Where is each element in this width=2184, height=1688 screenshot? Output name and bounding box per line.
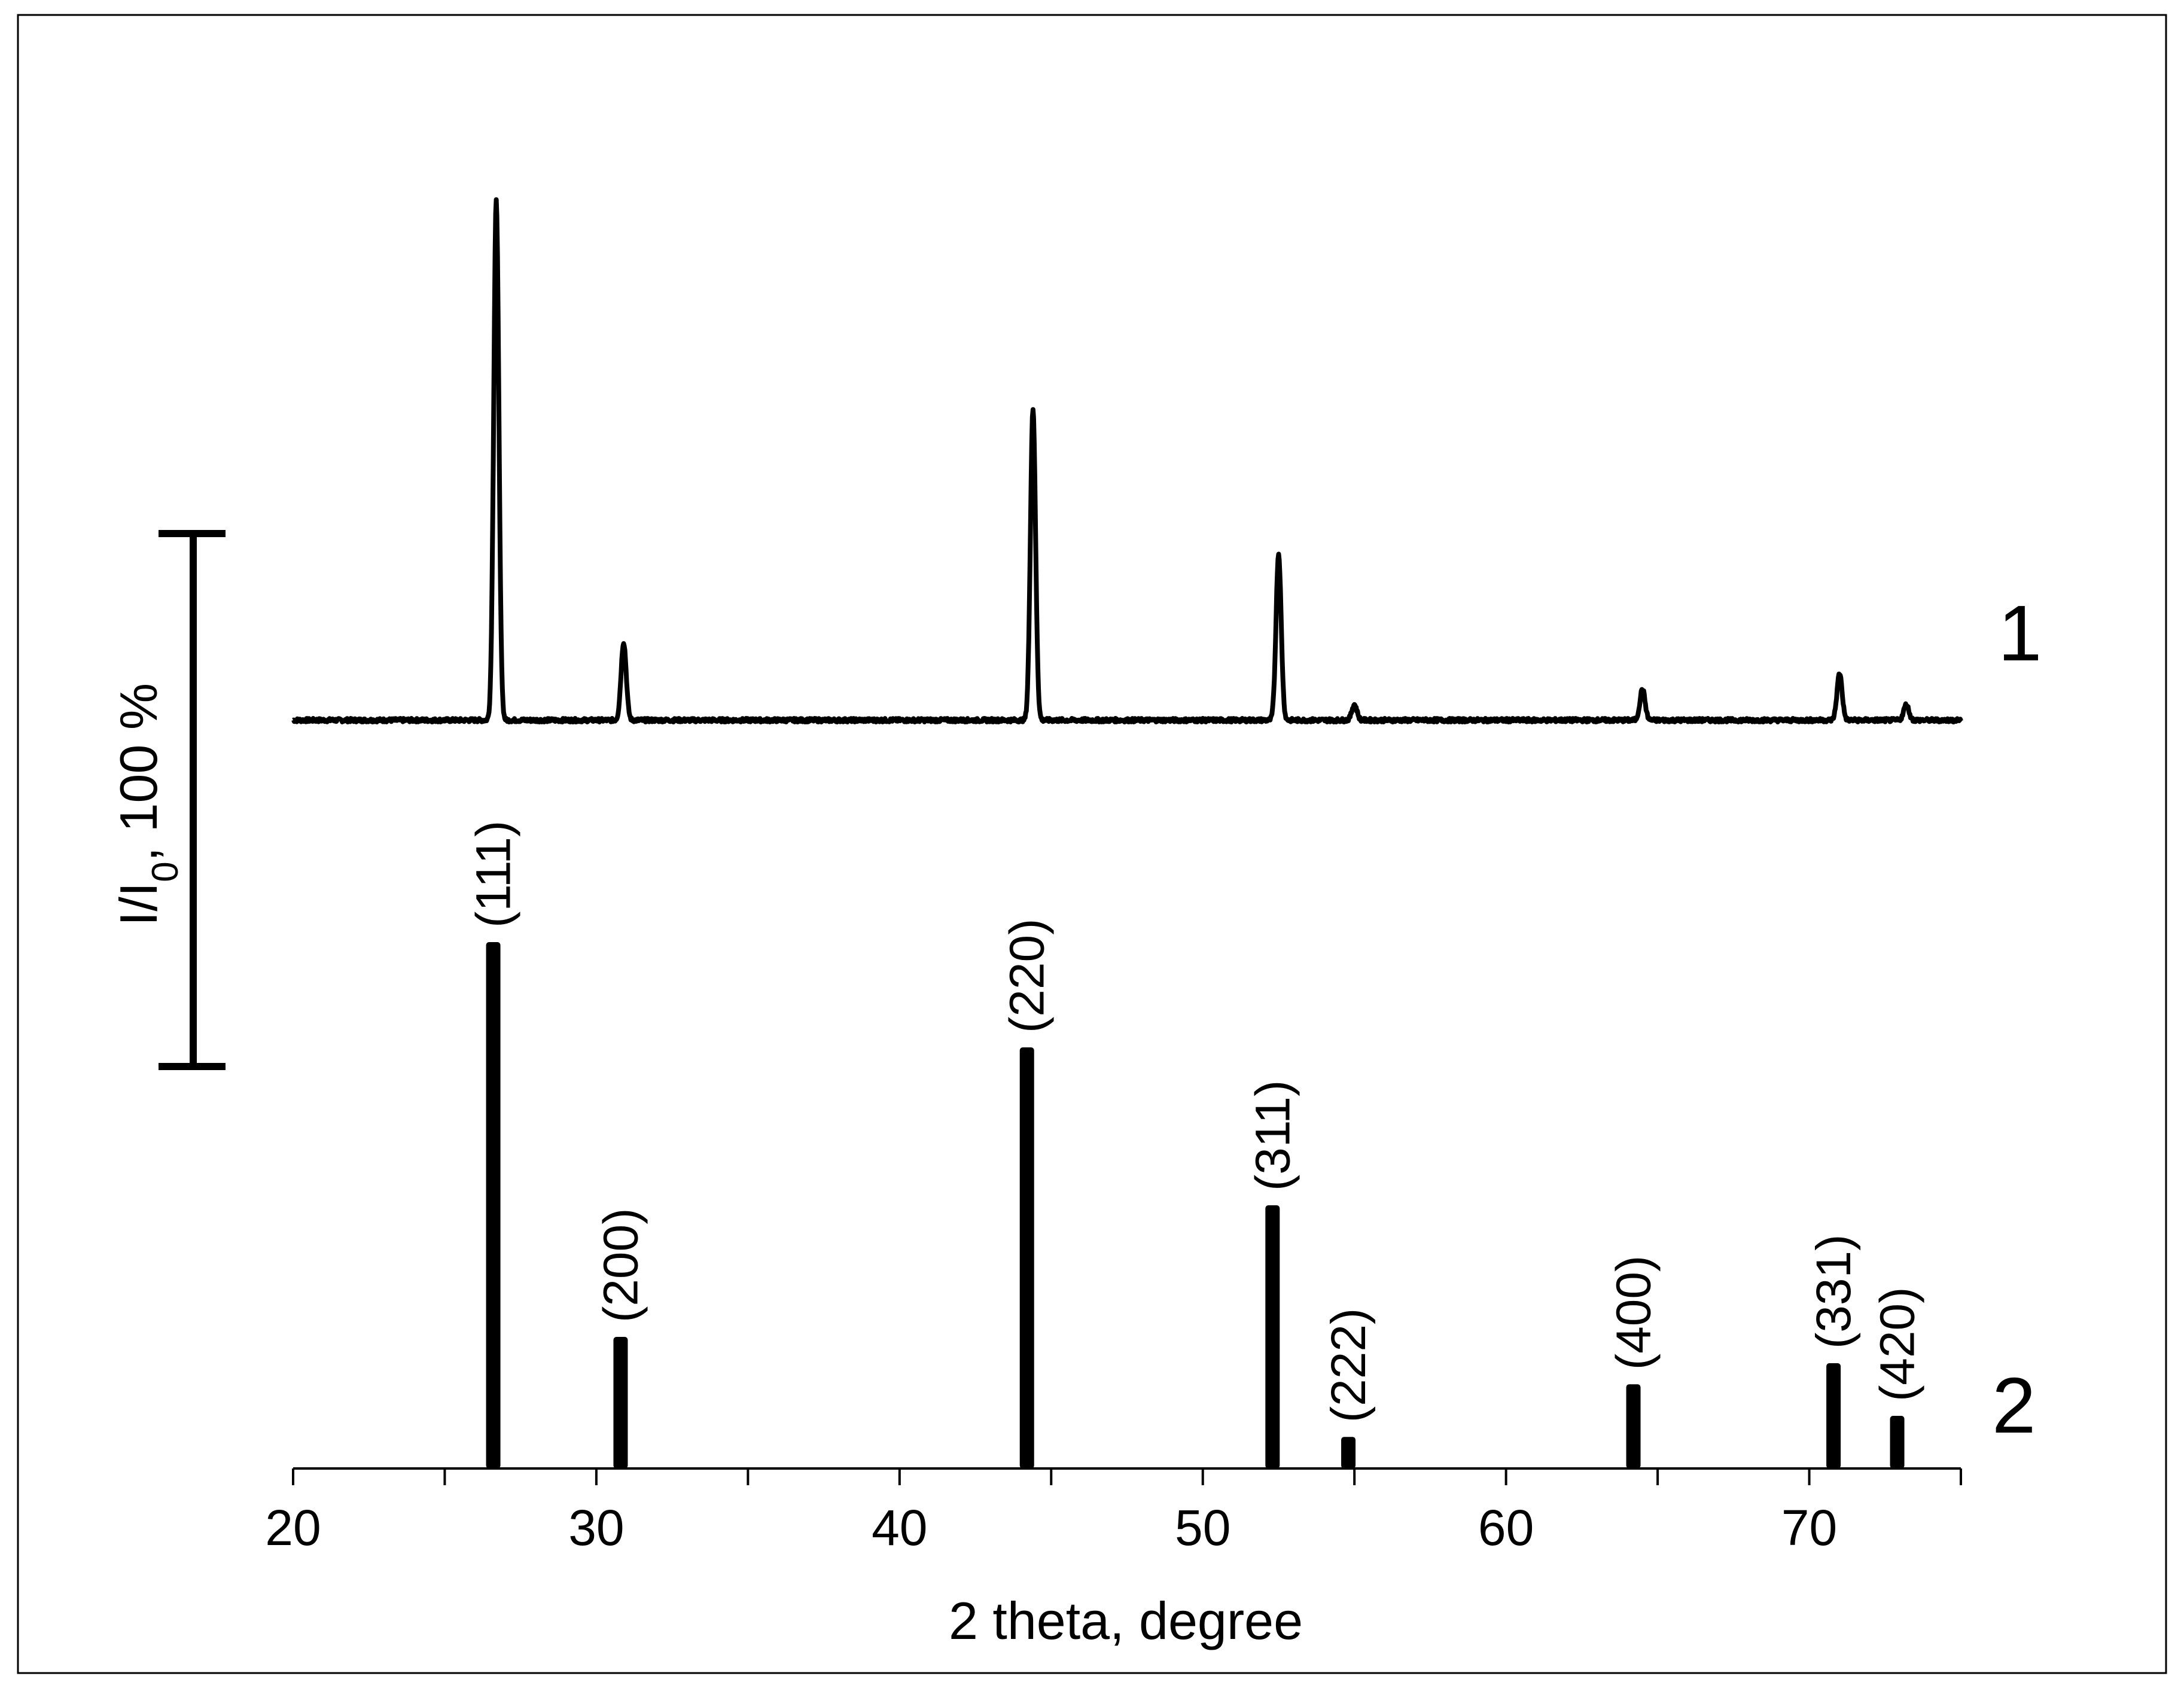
hkl-label: (400) <box>1607 1256 1661 1370</box>
x-tick-label: 30 <box>568 1500 624 1556</box>
hkl-label: (111) <box>467 821 521 928</box>
x-tick-label: 20 <box>265 1500 321 1556</box>
hkl-label: (311) <box>1245 1080 1300 1191</box>
reference-bar <box>1019 1047 1034 1468</box>
x-tick-label: 50 <box>1175 1500 1230 1556</box>
x-tick-label: 40 <box>872 1500 927 1556</box>
pattern-1-line <box>291 197 1963 724</box>
x-axis-label: 2 theta, degree <box>949 1591 1303 1650</box>
pattern-1 <box>291 197 1963 724</box>
reference-bar <box>613 1337 628 1468</box>
x-axis: 20 30 40 50 60 70 <box>265 1467 1962 1556</box>
y-label-suffix: , 100 % <box>109 683 168 861</box>
reference-bar <box>486 942 501 1468</box>
reference-lines-2: (111) (200) (220) (311) (222) (400) (331) (420) <box>467 821 1925 1468</box>
reference-bar <box>1626 1384 1641 1468</box>
y-label-subscript: 0 <box>145 861 186 882</box>
reference-bar <box>1341 1437 1356 1468</box>
hkl-label: (420) <box>1871 1287 1925 1401</box>
curve-label-1: 1 <box>1998 589 2042 677</box>
hkl-label: (222) <box>1321 1308 1376 1422</box>
x-tick-label: 70 <box>1781 1500 1837 1556</box>
hkl-label: (220) <box>1000 919 1055 1033</box>
y-label-main: I/I <box>109 882 168 926</box>
x-tick-label: 60 <box>1478 1500 1534 1556</box>
scale-bar <box>159 530 226 1070</box>
hkl-label: (200) <box>593 1208 648 1323</box>
curve-label-2: 2 <box>1992 1361 2036 1449</box>
reference-bar <box>1826 1363 1841 1468</box>
reference-bar <box>1265 1205 1280 1468</box>
chart-frame <box>17 14 2167 1674</box>
y-axis-label: I/I0, 100 % <box>109 683 186 926</box>
reference-bar <box>1890 1416 1905 1468</box>
hkl-label: (331) <box>1807 1235 1861 1349</box>
